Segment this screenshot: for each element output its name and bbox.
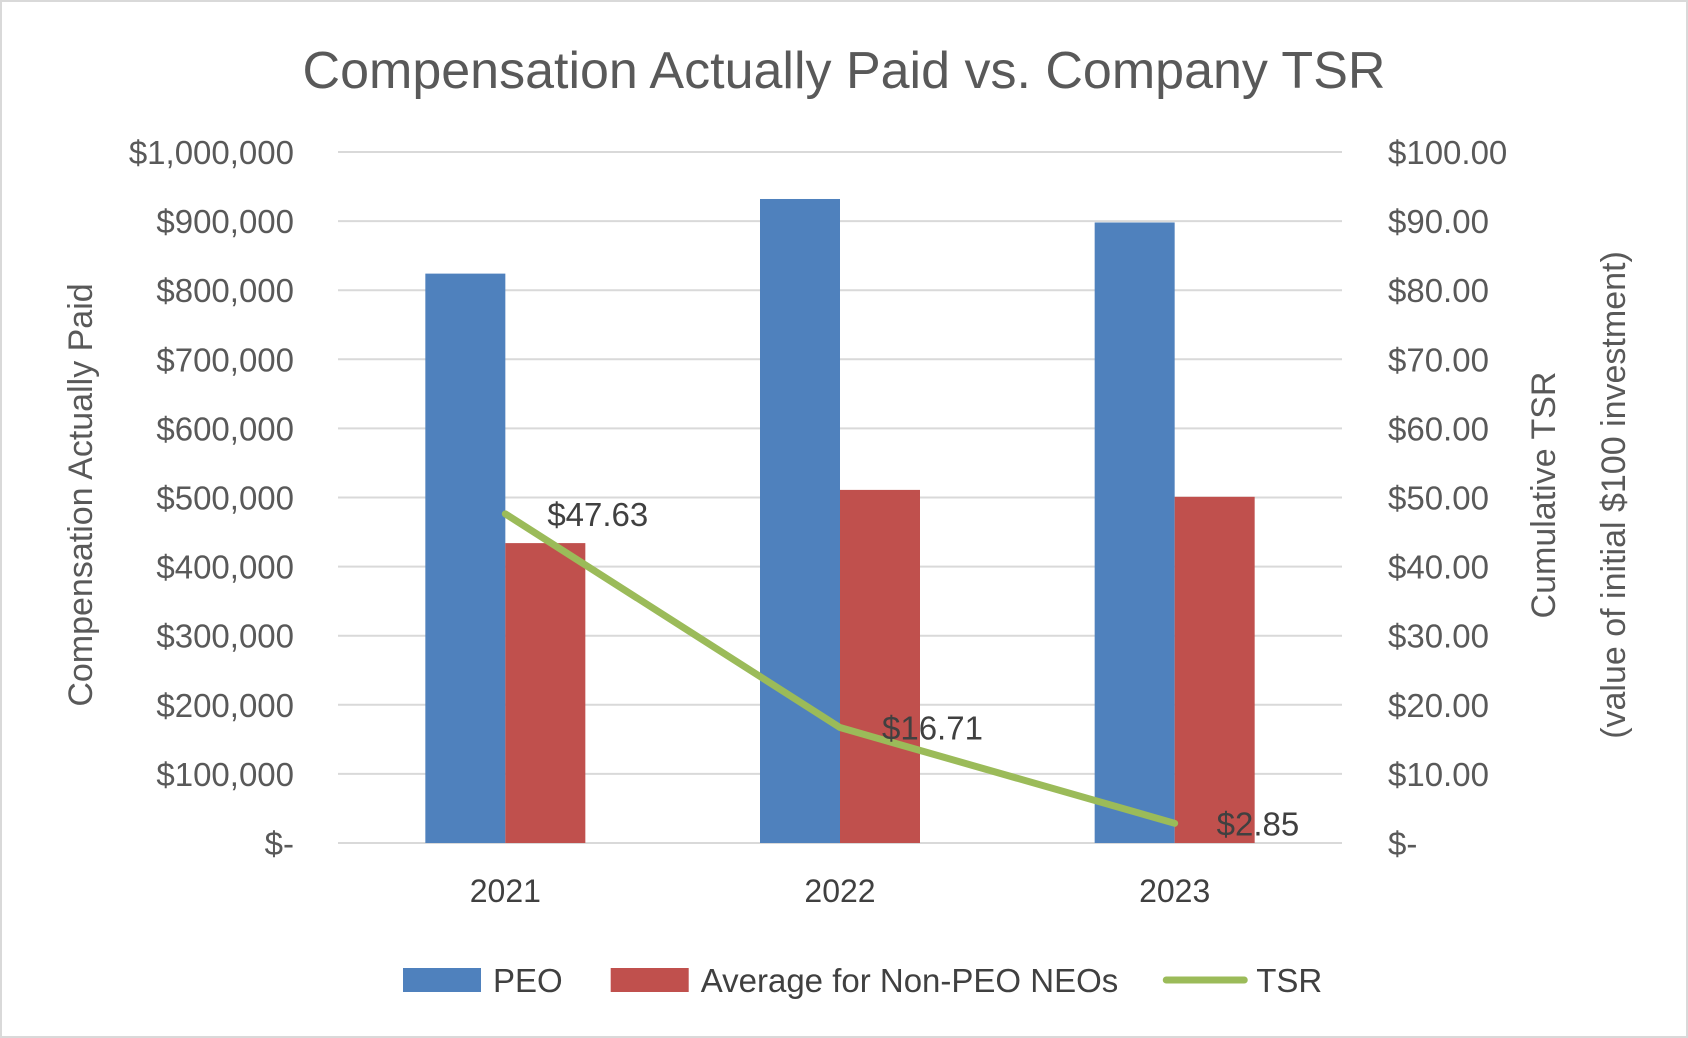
bar-non-peo-neo-2023 — [1174, 496, 1255, 843]
y2-tick-label: $70.00 — [1388, 341, 1489, 378]
x-axis: 2021 2022 2023 — [470, 873, 1211, 909]
legend-label-peo: PEO — [493, 962, 563, 999]
y2-tick-label: $60.00 — [1388, 410, 1489, 447]
y-tick-label: $400,000 — [156, 549, 294, 586]
y2-tick-label: $20.00 — [1388, 687, 1489, 724]
y2-tick-label: $10.00 — [1388, 756, 1489, 793]
y2-tick-label: $40.00 — [1388, 549, 1489, 586]
y2-tick-label: $80.00 — [1388, 272, 1489, 309]
legend-swatch-peo — [403, 968, 481, 992]
y-axis-right: $- $10.00 $20.00 $30.00 $40.00 $50.00 $60.00 $7… — [1388, 134, 1507, 862]
y-tick-label: $500,000 — [156, 480, 294, 517]
y2-tick-label: $100.00 — [1388, 134, 1507, 171]
data-labels: $47.63 $16.71 $2.85 — [547, 496, 1299, 842]
y2-axis-title-line1: Cumulative TSR — [1525, 372, 1563, 619]
y2-tick-label: $50.00 — [1388, 480, 1489, 517]
legend: PEO Average for Non-PEO NEOs TSR — [403, 962, 1322, 999]
x-tick-label: 2021 — [470, 873, 541, 909]
y-tick-label: $1,000,000 — [129, 134, 294, 171]
y2-tick-label: $- — [1388, 825, 1417, 862]
y2-tick-label: $90.00 — [1388, 203, 1489, 240]
bar-non-peo-neo-2021 — [505, 543, 586, 843]
y-tick-label: $- — [265, 825, 294, 862]
y-tick-label: $300,000 — [156, 618, 294, 655]
legend-label-non-peo-neo: Average for Non-PEO NEOs — [701, 962, 1119, 999]
y-tick-label: $600,000 — [156, 410, 294, 447]
legend-swatch-non-peo-neo — [610, 968, 689, 992]
y-tick-label: $100,000 — [156, 756, 294, 793]
bars — [425, 198, 1255, 844]
y-tick-label: $800,000 — [156, 272, 294, 309]
tsr-line-group — [501, 510, 1179, 827]
y-axis-title: Compensation Actually Paid — [62, 283, 100, 706]
x-tick-label: 2022 — [804, 873, 875, 909]
bar-non-peo-neo-2022 — [840, 489, 920, 843]
tsr-data-label: $47.63 — [547, 496, 648, 533]
tsr-data-label: $16.71 — [882, 710, 983, 747]
chart-title: Compensation Actually Paid vs. Company T… — [303, 42, 1386, 100]
tsr-line — [501, 510, 1179, 827]
y-tick-label: $200,000 — [156, 687, 294, 724]
y-axis-left: $- $100,000 $200,000 $300,000 $400,000 $500,0… — [129, 134, 294, 862]
legend-label-tsr: TSR — [1256, 962, 1322, 999]
y-tick-label: $700,000 — [156, 341, 294, 378]
y2-tick-label: $30.00 — [1388, 618, 1489, 655]
bar-peo-2023 — [1094, 222, 1175, 843]
tsr-data-label: $2.85 — [1217, 805, 1300, 842]
bar-peo-2022 — [760, 198, 840, 843]
y-tick-label: $900,000 — [156, 203, 294, 240]
bar-peo-2021 — [425, 273, 506, 844]
x-tick-label: 2023 — [1139, 873, 1210, 909]
y2-axis-title-line2: (value of initial $100 investment) — [1595, 251, 1633, 739]
